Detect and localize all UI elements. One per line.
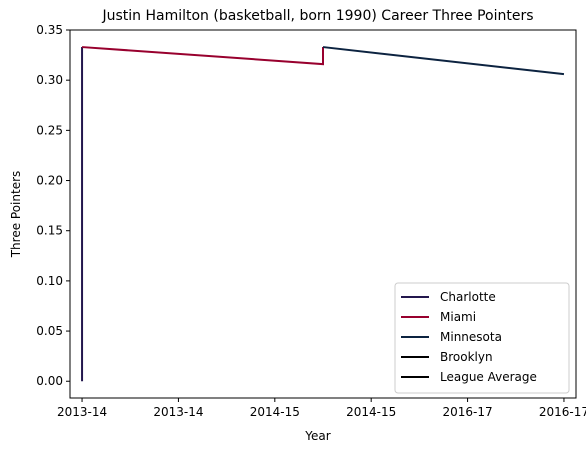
y-tick-label: 0.05 bbox=[36, 324, 63, 338]
plot-area bbox=[81, 46, 565, 382]
legend: Charlotte Miami Minnesota Brooklyn League Av… bbox=[394, 282, 570, 394]
x-axis: 2013-14 2013-14 2014-15 2014-15 2016-17 2016-… bbox=[57, 398, 586, 419]
y-tick-label: 0.20 bbox=[36, 174, 63, 188]
y-tick-label: 0.35 bbox=[36, 23, 63, 37]
series-line-1 bbox=[81, 46, 324, 66]
x-tick-label: 2013-14 bbox=[57, 405, 107, 419]
chart-title: Justin Hamilton (basketball, born 1990) … bbox=[101, 8, 533, 24]
legend-box bbox=[394, 282, 570, 394]
legend-label: Minnesota bbox=[440, 330, 502, 344]
series-line-2 bbox=[322, 46, 565, 76]
x-tick-label: 2014-15 bbox=[250, 405, 300, 419]
y-axis: 0.00 0.05 0.10 0.15 0.20 0.25 0.30 0.35 bbox=[36, 23, 70, 388]
y-tick-label: 0.30 bbox=[36, 73, 63, 87]
x-tick-label: 2016-17 bbox=[443, 405, 493, 419]
x-tick-label: 2013-14 bbox=[153, 405, 203, 419]
x-axis-title: Year bbox=[304, 429, 330, 443]
y-axis-title: Three Pointers bbox=[9, 171, 23, 259]
y-tick-label: 0.00 bbox=[36, 374, 63, 388]
plot-frame bbox=[69, 29, 577, 399]
legend-label: Charlotte bbox=[440, 290, 496, 304]
legend-label: League Average bbox=[440, 370, 537, 384]
y-tick-label: 0.25 bbox=[36, 123, 63, 137]
x-tick-label: 2014-15 bbox=[346, 405, 396, 419]
x-tick-label: 2016-17 bbox=[539, 405, 586, 419]
legend-label: Brooklyn bbox=[440, 350, 493, 364]
legend-label: Miami bbox=[440, 310, 476, 324]
y-tick-label: 0.15 bbox=[36, 224, 63, 238]
y-tick-label: 0.10 bbox=[36, 274, 63, 288]
